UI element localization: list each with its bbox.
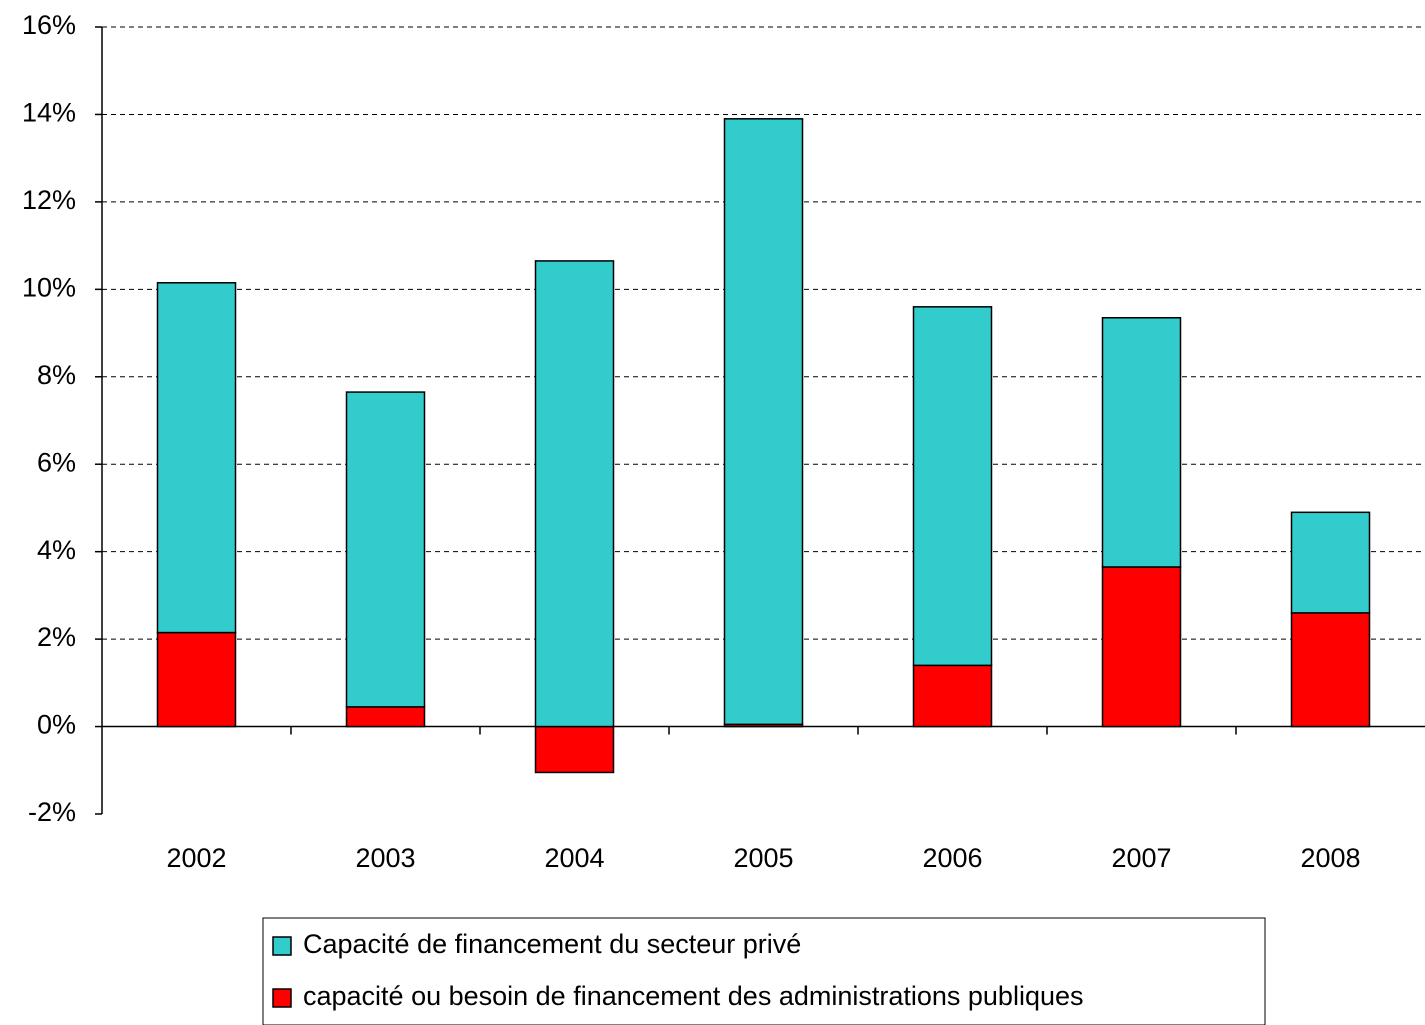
x-tick-label: 2005: [733, 843, 793, 873]
x-tick-label: 2007: [1111, 843, 1171, 873]
x-tick-label: 2006: [922, 843, 982, 873]
bar-segment: [156, 631, 237, 728]
bar-segment: [345, 706, 426, 728]
y-tick-label: 8%: [37, 360, 76, 390]
y-tick-label: 14%: [22, 98, 76, 128]
bar-segment: [1290, 612, 1371, 728]
y-tick-label: 2%: [37, 622, 76, 652]
x-tick-label: 2002: [166, 843, 226, 873]
bar-segment: [1101, 317, 1182, 568]
y-tick-label: 16%: [22, 10, 76, 40]
legend-box: [262, 917, 1266, 1025]
legend-swatch: [272, 988, 292, 1008]
legend-label: capacité ou besoin de financement des ad…: [303, 981, 1084, 1011]
x-tick-label: 2004: [544, 843, 604, 873]
y-tick-label: 10%: [22, 272, 76, 302]
x-tick-label: 2008: [1300, 843, 1360, 873]
legend-label: Capacité de financement du secteur privé: [303, 929, 801, 959]
bar-segment: [912, 306, 993, 667]
bar-segment: [534, 260, 615, 728]
y-tick-label: -2%: [28, 797, 76, 827]
y-tick-label: 4%: [37, 535, 76, 565]
bar-segment: [345, 391, 426, 708]
x-tick-label: 2003: [355, 843, 415, 873]
legend-swatch: [272, 936, 292, 956]
y-tick-label: 6%: [37, 447, 76, 477]
bar-segment: [156, 282, 237, 634]
bar-segment: [912, 664, 993, 728]
bar-segment: [723, 118, 804, 726]
bar-segment: [1290, 511, 1371, 614]
y-tick-label: 12%: [22, 185, 76, 215]
y-tick-label: 0%: [37, 710, 76, 740]
bar-segment: [534, 725, 615, 774]
bar-segment: [1101, 566, 1182, 728]
